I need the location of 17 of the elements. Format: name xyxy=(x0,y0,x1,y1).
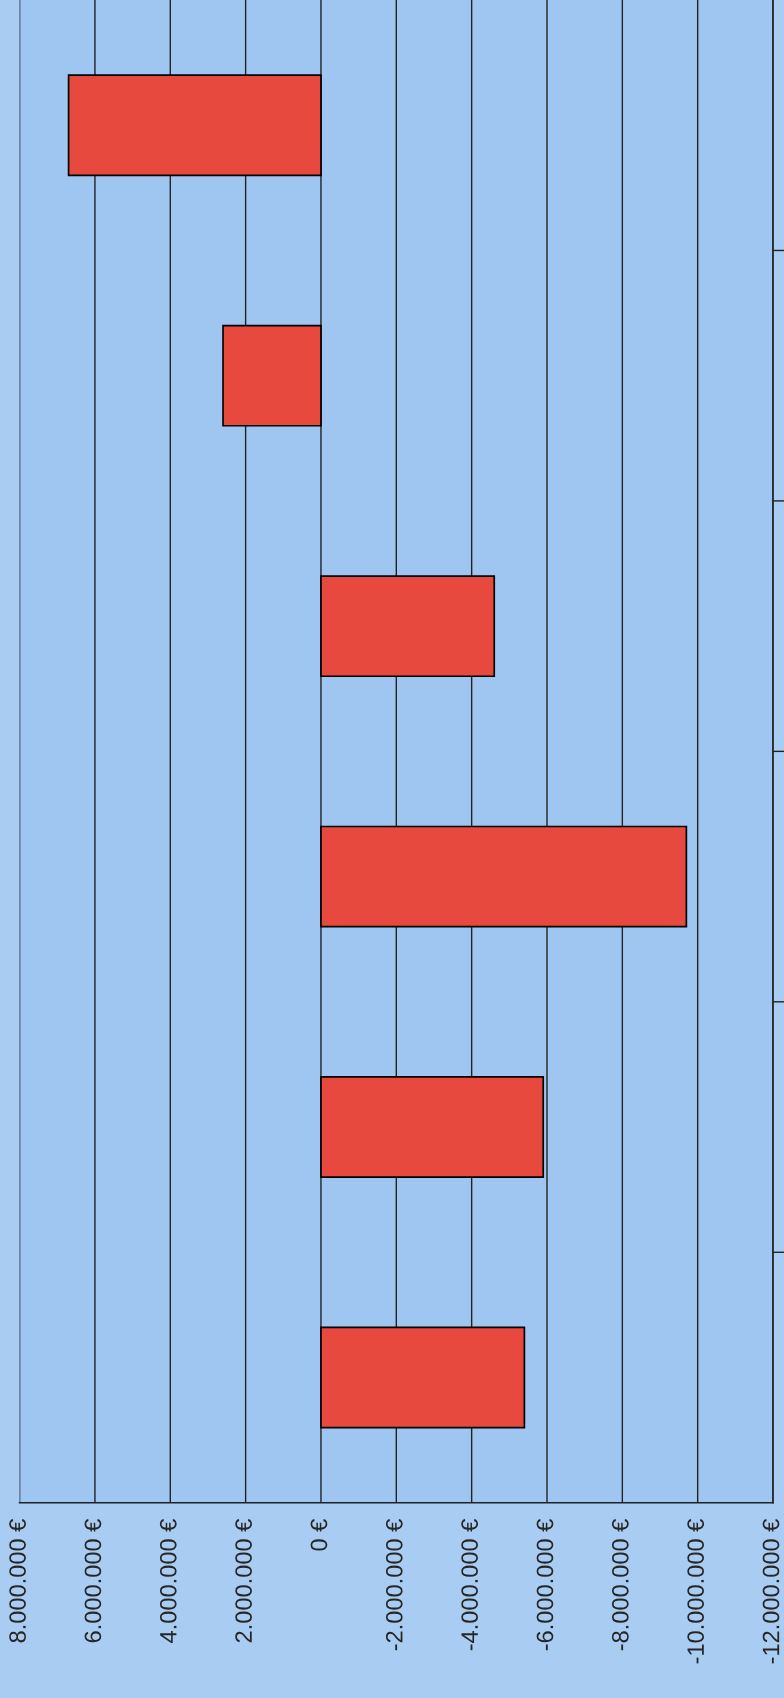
x-tick-label: -2.000.000 € xyxy=(385,1519,403,1651)
x-tick-label: 0 € xyxy=(310,1519,328,1551)
bar xyxy=(67,74,322,177)
x-tick-label: -10.000.000 € xyxy=(687,1519,705,1664)
x-tick-label: 2.000.000 € xyxy=(235,1519,252,1643)
x-tick-label: -4.000.000 € xyxy=(461,1519,478,1651)
bar xyxy=(320,825,688,928)
bar xyxy=(320,575,496,678)
bar xyxy=(320,1326,526,1429)
x-tick-label: -6.000.000 € xyxy=(536,1519,554,1651)
bar xyxy=(222,324,322,427)
x-tick-label: 8.000.000 € xyxy=(9,1519,26,1643)
x-tick-label: -8.000.000 € xyxy=(611,1519,629,1651)
bar xyxy=(320,1076,545,1178)
x-tick-label: -12.000.000 € xyxy=(762,1519,780,1664)
x-tick-label: 6.000.000 € xyxy=(84,1519,102,1643)
x-tick-label: 4.000.000 € xyxy=(159,1519,177,1643)
